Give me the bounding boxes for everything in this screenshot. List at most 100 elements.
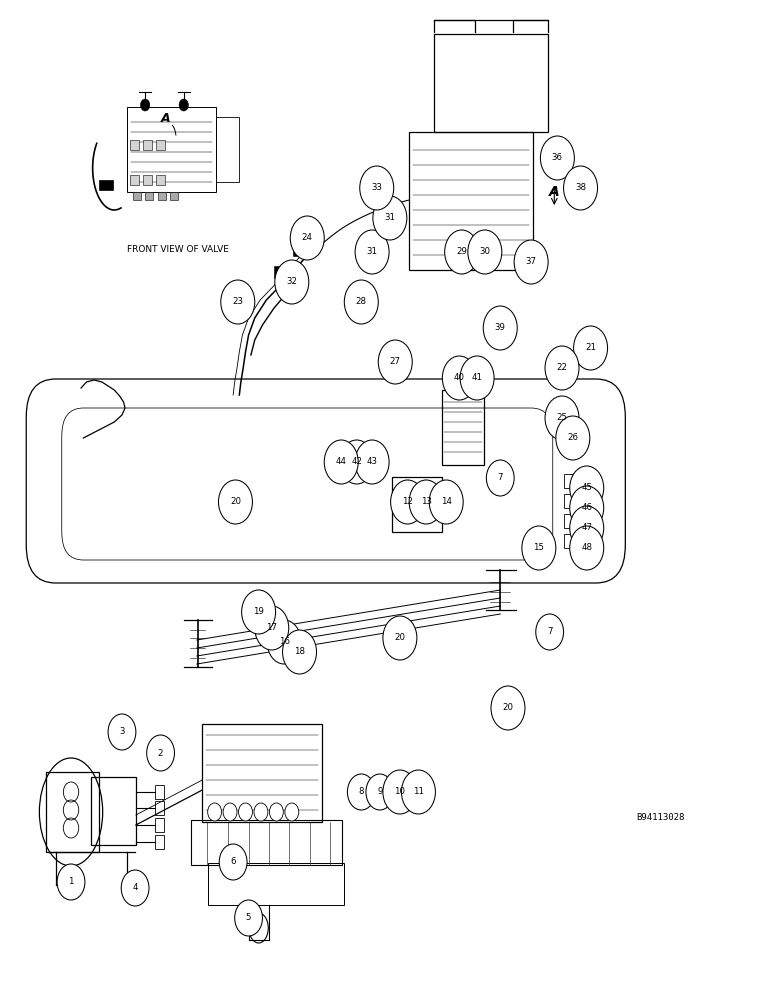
Circle shape: [355, 230, 389, 274]
FancyBboxPatch shape: [156, 140, 165, 150]
Circle shape: [391, 480, 425, 524]
Circle shape: [219, 844, 247, 880]
Text: 26: 26: [567, 434, 578, 442]
Text: 42: 42: [351, 458, 362, 466]
Text: A: A: [161, 111, 171, 124]
Text: 36: 36: [552, 153, 563, 162]
Circle shape: [324, 440, 358, 484]
Text: 47: 47: [581, 524, 592, 532]
Circle shape: [491, 686, 525, 730]
Text: 48: 48: [581, 544, 592, 552]
Text: 22: 22: [557, 363, 567, 372]
Circle shape: [483, 306, 517, 350]
FancyBboxPatch shape: [274, 266, 291, 278]
Circle shape: [141, 99, 150, 111]
Text: 43: 43: [367, 458, 378, 466]
Circle shape: [545, 346, 579, 390]
Text: 20: 20: [503, 704, 513, 712]
Circle shape: [208, 803, 222, 821]
Text: 39: 39: [495, 324, 506, 332]
Text: 21: 21: [585, 344, 596, 353]
Circle shape: [570, 466, 604, 510]
FancyBboxPatch shape: [158, 192, 166, 200]
Circle shape: [255, 606, 289, 650]
Text: 25: 25: [557, 414, 567, 422]
Text: 20: 20: [230, 497, 241, 506]
FancyBboxPatch shape: [143, 175, 152, 185]
Text: 1: 1: [68, 878, 74, 886]
Text: 46: 46: [581, 504, 592, 512]
Circle shape: [239, 803, 252, 821]
Text: 10: 10: [394, 788, 405, 796]
Circle shape: [179, 99, 188, 111]
Text: A: A: [549, 185, 560, 199]
FancyBboxPatch shape: [130, 175, 139, 185]
Text: 38: 38: [575, 184, 586, 192]
FancyBboxPatch shape: [143, 140, 152, 150]
Circle shape: [242, 590, 276, 634]
Text: 29: 29: [456, 247, 467, 256]
FancyBboxPatch shape: [130, 140, 139, 150]
Text: 31: 31: [384, 214, 395, 223]
Text: 15: 15: [533, 544, 544, 552]
Circle shape: [121, 870, 149, 906]
Circle shape: [442, 356, 476, 400]
Text: FRONT VIEW OF VALVE: FRONT VIEW OF VALVE: [127, 245, 229, 254]
Text: 14: 14: [441, 497, 452, 506]
Text: 30: 30: [479, 247, 490, 256]
Text: 18: 18: [294, 648, 305, 656]
Text: 9: 9: [378, 788, 382, 796]
Text: 2: 2: [157, 748, 164, 758]
Text: 44: 44: [336, 458, 347, 466]
Circle shape: [383, 770, 417, 814]
Text: 7: 7: [497, 474, 503, 483]
Circle shape: [275, 260, 309, 304]
Text: 3: 3: [119, 728, 125, 736]
Circle shape: [108, 714, 136, 750]
Text: 24: 24: [302, 233, 313, 242]
Circle shape: [429, 480, 463, 524]
Circle shape: [570, 526, 604, 570]
Circle shape: [147, 735, 174, 771]
Circle shape: [57, 864, 85, 900]
Circle shape: [366, 774, 394, 810]
Text: 13: 13: [421, 497, 432, 506]
Circle shape: [570, 486, 604, 530]
Text: 45: 45: [581, 484, 592, 492]
Text: 6: 6: [230, 857, 236, 866]
Circle shape: [514, 240, 548, 284]
Circle shape: [468, 230, 502, 274]
Circle shape: [373, 196, 407, 240]
Circle shape: [347, 774, 375, 810]
Circle shape: [574, 326, 608, 370]
Text: B94113028: B94113028: [636, 814, 684, 822]
Text: 32: 32: [286, 277, 297, 286]
Text: 31: 31: [367, 247, 378, 256]
FancyBboxPatch shape: [133, 192, 141, 200]
Circle shape: [536, 614, 564, 650]
Text: 8: 8: [358, 788, 364, 796]
Circle shape: [254, 803, 268, 821]
Text: 27: 27: [390, 358, 401, 366]
Text: 33: 33: [371, 184, 382, 192]
Text: 19: 19: [253, 607, 264, 616]
Text: 28: 28: [356, 298, 367, 306]
Text: 5: 5: [245, 914, 252, 922]
FancyBboxPatch shape: [99, 180, 113, 190]
Circle shape: [267, 620, 301, 664]
Circle shape: [290, 216, 324, 260]
Text: 17: 17: [266, 624, 277, 633]
Circle shape: [344, 280, 378, 324]
FancyBboxPatch shape: [170, 192, 178, 200]
Circle shape: [340, 440, 374, 484]
Text: 37: 37: [526, 257, 537, 266]
Circle shape: [445, 230, 479, 274]
Circle shape: [360, 166, 394, 210]
Text: 16: 16: [279, 638, 290, 647]
Text: 20: 20: [394, 634, 405, 643]
Circle shape: [235, 900, 262, 936]
Circle shape: [540, 136, 574, 180]
Circle shape: [564, 166, 598, 210]
Circle shape: [223, 803, 237, 821]
Circle shape: [401, 770, 435, 814]
